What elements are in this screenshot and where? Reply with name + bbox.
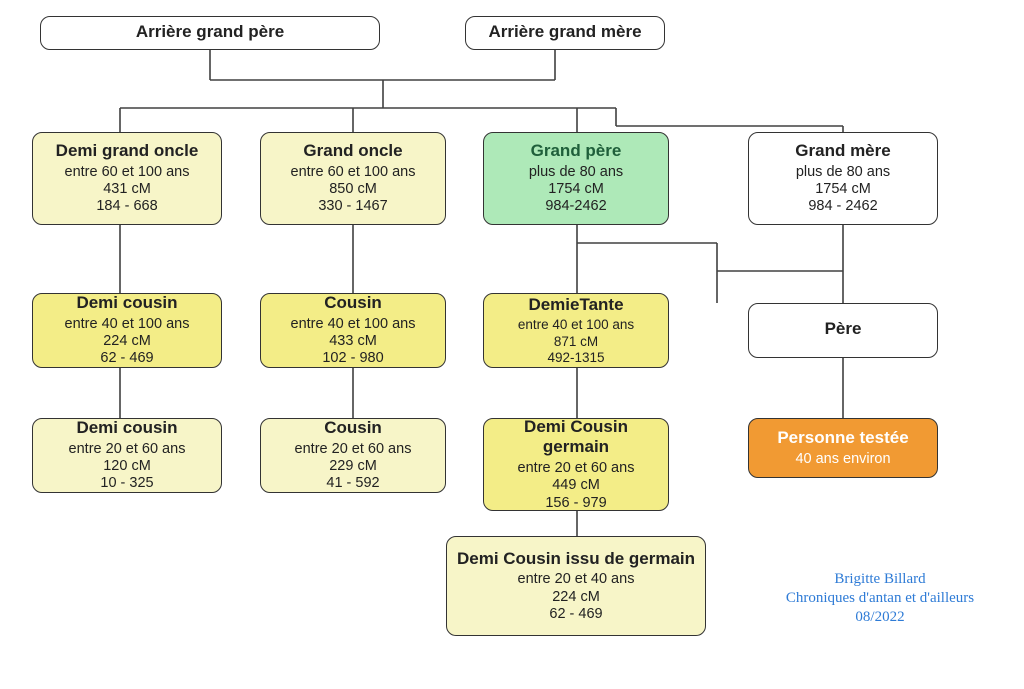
node-detail: entre 20 et 60 ans bbox=[267, 441, 439, 458]
node-detail: 1754 cM bbox=[755, 181, 931, 198]
node-detail: entre 20 et 60 ans bbox=[490, 460, 662, 477]
node-detail: entre 40 et 100 ans bbox=[39, 316, 215, 333]
node-detail: 120 cM bbox=[39, 458, 215, 475]
node-title: Cousin bbox=[267, 293, 439, 313]
credit-block: Brigitte Billard Chroniques d'antan et d… bbox=[760, 570, 1000, 626]
node-dc1: Demi cousin entre 40 et 100 ans224 cM62 -… bbox=[32, 293, 222, 368]
node-detail: 1754 cM bbox=[490, 181, 662, 198]
node-detail: 224 cM bbox=[39, 333, 215, 350]
node-title: Demi Cousin issu de germain bbox=[453, 549, 699, 569]
node-title: Personne testée bbox=[755, 428, 931, 448]
node-dc2: Demi cousin entre 20 et 60 ans120 cM10 - … bbox=[32, 418, 222, 493]
node-c1: Cousin entre 40 et 100 ans433 cM102 - 980 bbox=[260, 293, 446, 368]
node-go: Grand oncle entre 60 et 100 ans850 cM330 … bbox=[260, 132, 446, 225]
credit-line: Chroniques d'antan et d'ailleurs bbox=[760, 589, 1000, 608]
node-agp: Arrière grand père bbox=[40, 16, 380, 50]
node-dgo: Demi grand oncle entre 60 et 100 ans431 c… bbox=[32, 132, 222, 225]
node-detail: entre 40 et 100 ans bbox=[267, 316, 439, 333]
node-title: Demi grand oncle bbox=[39, 141, 215, 161]
node-agm: Arrière grand mère bbox=[465, 16, 665, 50]
node-dcig: Demi Cousin issu de germain entre 20 et 4… bbox=[446, 536, 706, 636]
node-dt: DemieTante entre 40 et 100 ans871 cM492-1… bbox=[483, 293, 669, 368]
node-gm: Grand mère plus de 80 ans1754 cM984 - 246… bbox=[748, 132, 938, 225]
credit-line: 08/2022 bbox=[760, 608, 1000, 627]
credit-line: Brigitte Billard bbox=[760, 570, 1000, 589]
node-detail: entre 60 et 100 ans bbox=[267, 164, 439, 181]
node-title: Demi cousin bbox=[39, 418, 215, 438]
node-detail: 184 - 668 bbox=[39, 198, 215, 215]
node-detail: 433 cM bbox=[267, 333, 439, 350]
node-detail: plus de 80 ans bbox=[755, 164, 931, 181]
node-detail: 850 cM bbox=[267, 181, 439, 198]
node-detail: plus de 80 ans bbox=[490, 164, 662, 181]
node-detail: 984-2462 bbox=[490, 198, 662, 215]
node-detail: 41 - 592 bbox=[267, 475, 439, 492]
node-detail: 330 - 1467 bbox=[267, 198, 439, 215]
node-detail: 229 cM bbox=[267, 458, 439, 475]
node-c2: Cousin entre 20 et 60 ans229 cM41 - 592 bbox=[260, 418, 446, 493]
node-title: Grand père bbox=[490, 141, 662, 161]
node-dcg: Demi Cousin germain entre 20 et 60 ans449… bbox=[483, 418, 669, 511]
node-title: Grand oncle bbox=[267, 141, 439, 161]
node-detail: 10 - 325 bbox=[39, 475, 215, 492]
node-detail: 871 cM bbox=[490, 334, 662, 350]
node-detail: 102 - 980 bbox=[267, 350, 439, 367]
node-title: Grand mère bbox=[755, 141, 931, 161]
node-detail: entre 20 et 60 ans bbox=[39, 441, 215, 458]
node-detail: 40 ans environ bbox=[755, 451, 931, 468]
node-title: Arrière grand mère bbox=[472, 22, 658, 42]
node-gp: Grand père plus de 80 ans1754 cM984-2462 bbox=[483, 132, 669, 225]
node-title: Demi cousin bbox=[39, 293, 215, 313]
node-detail: entre 40 et 100 ans bbox=[490, 317, 662, 333]
node-title: DemieTante bbox=[490, 295, 662, 315]
node-detail: 984 - 2462 bbox=[755, 198, 931, 215]
node-title: Père bbox=[755, 319, 931, 339]
node-detail: 492-1315 bbox=[490, 350, 662, 366]
node-title: Arrière grand père bbox=[47, 22, 373, 42]
node-detail: 62 - 469 bbox=[453, 606, 699, 623]
node-detail: entre 60 et 100 ans bbox=[39, 164, 215, 181]
node-title: Demi Cousin germain bbox=[490, 417, 662, 458]
node-detail: 224 cM bbox=[453, 589, 699, 606]
node-detail: 449 cM bbox=[490, 477, 662, 494]
node-detail: 62 - 469 bbox=[39, 350, 215, 367]
node-title: Cousin bbox=[267, 418, 439, 438]
node-detail: entre 20 et 40 ans bbox=[453, 571, 699, 588]
node-pere: Père bbox=[748, 303, 938, 358]
node-pt: Personne testée 40 ans environ bbox=[748, 418, 938, 478]
node-detail: 431 cM bbox=[39, 181, 215, 198]
node-detail: 156 - 979 bbox=[490, 495, 662, 512]
